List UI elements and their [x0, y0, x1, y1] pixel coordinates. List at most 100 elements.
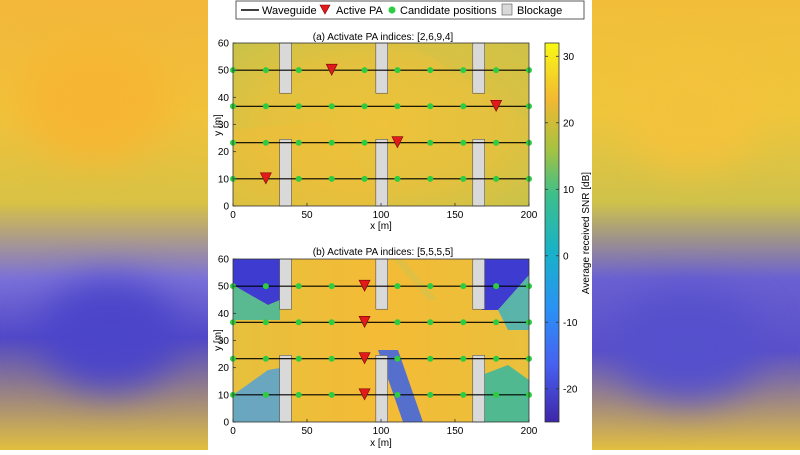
- x-tick-label: 150: [447, 426, 464, 437]
- y-tick-label: 30: [218, 336, 230, 347]
- colorbar-tick-label: 20: [563, 118, 575, 129]
- candidate-position: [493, 355, 500, 362]
- blockage: [472, 355, 485, 423]
- colorbar-label: Average received SNR [dB]: [581, 172, 592, 294]
- figure: Waveguide Active PA Candidate positions …: [208, 0, 592, 450]
- candidate-position: [427, 139, 434, 146]
- candidate-position: [493, 391, 500, 398]
- y-tick-label: 50: [218, 282, 230, 293]
- figure-svg: Waveguide Active PA Candidate positions …: [213, 0, 592, 449]
- candidate-position: [262, 283, 269, 290]
- candidate-position: [262, 391, 269, 398]
- panel-b-low-snr-region: [482, 259, 529, 310]
- active-pa-marker: [259, 172, 272, 185]
- panel-b-low-snr-region: [233, 259, 280, 305]
- y-tick-label: 10: [218, 390, 230, 401]
- candidate-position: [295, 283, 302, 290]
- colorbar-gradient: [544, 42, 560, 423]
- candidate-position: [427, 103, 434, 110]
- x-tick-label: 150: [447, 210, 464, 221]
- candidate-position: [328, 319, 335, 326]
- candidate-position: [394, 355, 401, 362]
- candidate-position: [460, 139, 467, 146]
- panel-b-xlabel: x [m]: [370, 438, 392, 449]
- candidate-position: [328, 139, 335, 146]
- y-tick-label: 60: [218, 39, 230, 50]
- y-tick-label: 10: [218, 174, 230, 185]
- y-tick-label: 20: [218, 147, 230, 158]
- candidate-position: [262, 103, 269, 110]
- y-tick-label: 20: [218, 363, 230, 374]
- colorbar: 30 20 10 0 -10 -20 Average received SNR [dB]: [544, 42, 592, 423]
- panel-a-heat-patch: [233, 120, 388, 206]
- panel-b-low-snr-region: [378, 350, 423, 422]
- candidate-position: [394, 319, 401, 326]
- candidate-position: [295, 103, 302, 110]
- candidate-position: [328, 355, 335, 362]
- legend-waveguide-label: Waveguide: [262, 5, 317, 17]
- candidate-position: [295, 319, 302, 326]
- y-tick-label: 40: [218, 93, 230, 104]
- x-tick-label: 100: [373, 426, 390, 437]
- blockage: [472, 258, 485, 310]
- candidate-position: [295, 67, 302, 74]
- colorbar-tick-label: 10: [563, 185, 575, 196]
- candidate-position: [328, 391, 335, 398]
- blockage: [375, 139, 388, 207]
- legend-candidate-swatch: [388, 6, 396, 14]
- y-tick-label: 30: [218, 120, 230, 131]
- blockage: [279, 355, 292, 423]
- colorbar-tick-label: 30: [563, 52, 575, 63]
- candidate-position: [295, 175, 302, 182]
- candidate-position: [262, 319, 269, 326]
- candidate-position: [295, 355, 302, 362]
- blockage: [279, 42, 292, 94]
- active-pa-marker: [325, 63, 338, 76]
- panel-b-ylabel: y [m]: [213, 329, 224, 351]
- candidate-position: [427, 175, 434, 182]
- panel-b-low-snr-region: [498, 275, 529, 330]
- panel-b-low-snr-region: [482, 365, 529, 422]
- panel-b-heat-patch: [393, 259, 438, 300]
- candidate-position: [328, 175, 335, 182]
- candidate-position: [493, 283, 500, 290]
- blockage: [472, 42, 485, 94]
- candidate-position: [295, 391, 302, 398]
- candidate-position: [394, 103, 401, 110]
- legend-candidate-label: Candidate positions: [400, 5, 497, 17]
- candidate-position: [460, 283, 467, 290]
- right-background-blur: [592, 0, 800, 450]
- y-tick-label: 50: [218, 66, 230, 77]
- y-tick-label: 40: [218, 309, 230, 320]
- colorbar-tick-label: -10: [563, 318, 578, 329]
- x-tick-label: 50: [301, 426, 313, 437]
- active-pa-marker: [358, 352, 371, 365]
- candidate-position: [460, 319, 467, 326]
- candidate-position: [262, 139, 269, 146]
- candidate-position: [328, 283, 335, 290]
- panel-b-title: (b) Activate PA indices: [5,5,5,5]: [313, 247, 454, 258]
- candidate-position: [460, 391, 467, 398]
- active-pa-marker: [358, 315, 371, 328]
- legend-blockage-swatch: [501, 3, 513, 16]
- x-tick-label: 0: [230, 210, 236, 221]
- candidate-position: [262, 355, 269, 362]
- legend-active-pa-label: Active PA: [336, 5, 384, 17]
- candidate-position: [493, 319, 500, 326]
- candidate-position: [427, 283, 434, 290]
- candidate-position: [493, 67, 500, 74]
- candidate-position: [427, 355, 434, 362]
- candidate-position: [361, 67, 368, 74]
- candidate-position: [427, 391, 434, 398]
- candidate-position: [493, 139, 500, 146]
- blockage: [279, 139, 292, 207]
- x-tick-label: 100: [373, 210, 390, 221]
- blockage: [279, 258, 292, 310]
- y-tick-label: 60: [218, 255, 230, 266]
- panel-b: (b) Activate PA indices: [5,5,5,5] 0 50 10…: [213, 247, 538, 449]
- colorbar-tick-label: 0: [563, 251, 569, 262]
- colorbar-tick-label: -20: [563, 384, 578, 395]
- candidate-position: [262, 67, 269, 74]
- x-tick-label: 200: [521, 426, 538, 437]
- legend: Waveguide Active PA Candidate positions …: [235, 0, 585, 20]
